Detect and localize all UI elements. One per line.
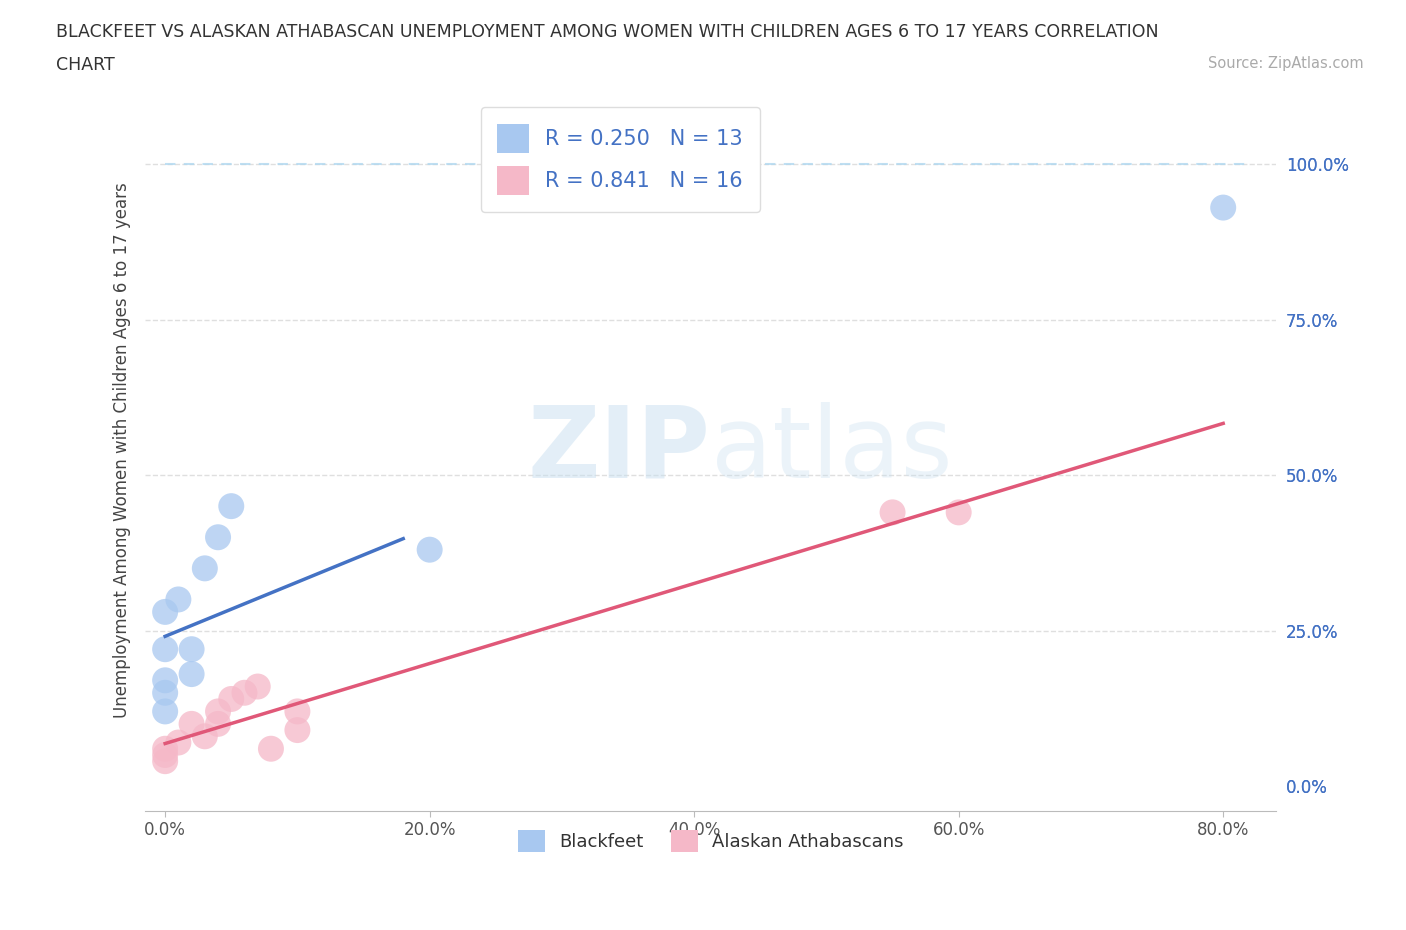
Point	[260, 741, 283, 756]
Point	[207, 704, 229, 719]
Point	[180, 642, 202, 657]
Point	[153, 748, 176, 763]
Point	[219, 498, 242, 513]
Text: CHART: CHART	[56, 56, 115, 73]
Point	[153, 704, 176, 719]
Point	[207, 530, 229, 545]
Point	[194, 561, 217, 576]
Point	[207, 716, 229, 731]
Point	[167, 592, 190, 607]
Point	[180, 667, 202, 682]
Point	[180, 716, 202, 731]
Legend: Blackfeet, Alaskan Athabascans: Blackfeet, Alaskan Athabascans	[510, 823, 911, 859]
Point	[153, 741, 176, 756]
Text: BLACKFEET VS ALASKAN ATHABASCAN UNEMPLOYMENT AMONG WOMEN WITH CHILDREN AGES 6 TO: BLACKFEET VS ALASKAN ATHABASCAN UNEMPLOY…	[56, 23, 1159, 41]
Point	[948, 505, 970, 520]
Point	[419, 542, 441, 557]
Point	[287, 723, 309, 737]
Point	[287, 704, 309, 719]
Point	[882, 505, 904, 520]
Point	[153, 604, 176, 619]
Text: ZIP: ZIP	[527, 402, 710, 498]
Text: Source: ZipAtlas.com: Source: ZipAtlas.com	[1208, 56, 1364, 71]
Point	[167, 735, 190, 750]
Point	[194, 729, 217, 744]
Point	[153, 685, 176, 700]
Point	[153, 753, 176, 768]
Point	[153, 673, 176, 688]
Point	[219, 692, 242, 707]
Point	[1212, 200, 1234, 215]
Text: atlas: atlas	[710, 402, 952, 498]
Point	[233, 685, 256, 700]
Y-axis label: Unemployment Among Women with Children Ages 6 to 17 years: Unemployment Among Women with Children A…	[114, 182, 131, 718]
Point	[153, 642, 176, 657]
Point	[246, 679, 269, 694]
